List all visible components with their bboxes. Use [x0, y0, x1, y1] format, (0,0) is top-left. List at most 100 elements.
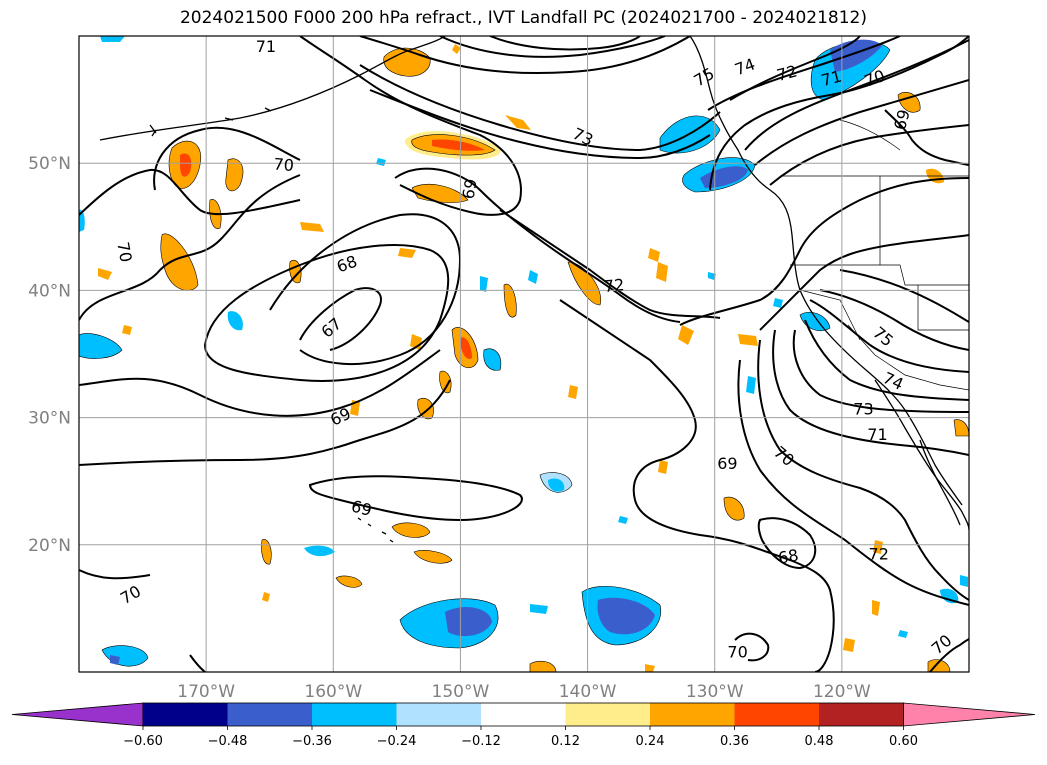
- contour-line: [359, 36, 691, 75]
- fill-patch: [122, 325, 132, 335]
- fill-patch: [79, 209, 85, 232]
- colorbar-tick-label: 0.12: [551, 734, 580, 749]
- fill-patch: [110, 655, 120, 665]
- contour-line: [299, 36, 522, 216]
- contour-line: [769, 124, 969, 186]
- fill-patch: [180, 153, 192, 177]
- fill-patch: [391, 522, 431, 538]
- contour-line: [203, 244, 450, 382]
- fill-patch: [432, 139, 485, 151]
- contour-line: [79, 349, 441, 417]
- fill-patch: [529, 660, 557, 672]
- lon-tick-label: 150°W: [432, 682, 490, 702]
- lon-tick-label: 160°W: [304, 682, 362, 702]
- fill-patch: [678, 325, 694, 345]
- fill-patch: [656, 262, 668, 282]
- colorbar-tick-label: 0.60: [889, 734, 918, 749]
- contour-line: [734, 632, 770, 662]
- colorbar-frame: [142, 702, 904, 727]
- colorbar-extend-low: [11, 702, 144, 727]
- border: [917, 285, 969, 331]
- fill-patch: [746, 376, 756, 394]
- fill-patch: [708, 272, 716, 280]
- fill-patch: [262, 592, 270, 602]
- fill-patch: [261, 539, 272, 565]
- lat-tick-label: 20°N: [28, 536, 71, 556]
- colorbar-segment: [312, 703, 397, 726]
- contour-line: [79, 168, 301, 216]
- fill-patch: [225, 158, 244, 192]
- colorbar-tick-label: −0.36: [292, 734, 332, 749]
- contour-line: [489, 36, 641, 51]
- fill-patch: [567, 261, 602, 306]
- colorbar-extend-high: [903, 702, 1036, 727]
- contour-line: [499, 209, 721, 319]
- fill-patch: [503, 283, 517, 318]
- lon-tick-label: 170°W: [177, 682, 235, 702]
- plot-frame: [78, 35, 970, 673]
- contour-line: [308, 475, 523, 522]
- fill-patch: [398, 248, 416, 258]
- latitude-labels: 50°N 40°N 30°N 20°N: [28, 154, 71, 556]
- fill-patch: [227, 311, 243, 331]
- fill-patch: [460, 337, 472, 359]
- colorbar-segment: [734, 703, 819, 726]
- fill-patch: [530, 604, 548, 614]
- lat-tick-label: 40°N: [28, 281, 71, 301]
- colorbar-tick-label: 0.48: [805, 734, 834, 749]
- border: [839, 119, 901, 151]
- contour-label: 70: [273, 154, 295, 175]
- fill-patch: [648, 248, 660, 262]
- fill-patch: [304, 545, 335, 557]
- contour-line: [754, 79, 969, 166]
- fill-patch: [898, 630, 908, 638]
- political-borders: [780, 119, 969, 391]
- fill-patch: [960, 575, 968, 587]
- contour-label: 69: [717, 454, 737, 473]
- contour-line: [559, 299, 835, 672]
- colorbar-segment: [481, 703, 566, 726]
- border: [799, 289, 861, 341]
- fill-patch: [300, 222, 324, 232]
- colorbar-segment: [565, 703, 650, 726]
- fill-patch: [98, 268, 112, 280]
- coastline: [149, 107, 272, 137]
- contour-label: 72: [869, 544, 889, 563]
- colorbar-tick-label: −0.24: [377, 734, 417, 749]
- lon-tick-label: 140°W: [559, 682, 617, 702]
- fill-patch: [100, 36, 125, 42]
- contour-line: [757, 517, 817, 570]
- coastline: [99, 36, 446, 141]
- map-title: 2024021500 F000 200 hPa refract., IVT La…: [179, 8, 867, 28]
- colorbar-tick-label: −0.12: [461, 734, 501, 749]
- contour-lines: [79, 36, 969, 672]
- fill-patch: [953, 419, 969, 437]
- contour-line: [792, 329, 969, 413]
- contour-label: 70: [727, 642, 747, 661]
- fill-patch: [773, 298, 783, 308]
- contour-label: 69: [890, 107, 914, 132]
- contour-line: [394, 167, 681, 323]
- contour-line: [737, 359, 969, 606]
- fill-patch: [723, 496, 745, 521]
- contour-label: 69: [458, 177, 480, 200]
- fill-patch: [483, 348, 502, 371]
- fill-patch: [445, 607, 492, 637]
- contour-label: 73: [853, 399, 873, 418]
- contour-label: 71: [867, 425, 887, 444]
- colorbar-segment: [143, 703, 228, 726]
- contour-line: [359, 64, 721, 152]
- border: [847, 324, 969, 391]
- contour-line: [79, 174, 301, 321]
- fill-patch: [872, 600, 880, 616]
- colorbar-segment: [227, 703, 312, 726]
- contour-line: [809, 299, 969, 373]
- contour-label: 72: [775, 61, 800, 85]
- contour-label: 71: [256, 37, 276, 56]
- fill-patch: [452, 44, 461, 54]
- colorbar-tick-label: −0.60: [123, 734, 163, 749]
- fill-patch: [548, 478, 565, 492]
- coastline: [919, 439, 961, 526]
- fill-patch: [618, 516, 628, 524]
